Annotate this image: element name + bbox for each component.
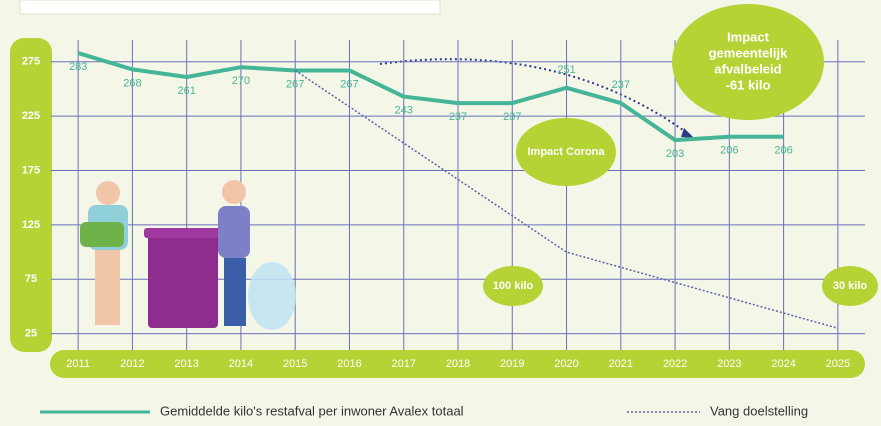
x-tick-label: 2023 bbox=[717, 358, 741, 370]
person-legs bbox=[95, 250, 120, 325]
annotation-text: 100 kilo bbox=[493, 280, 534, 292]
value-label: 251 bbox=[557, 64, 575, 76]
x-tick-label: 2017 bbox=[391, 358, 415, 370]
x-tick-label: 2024 bbox=[771, 358, 795, 370]
x-tick-label: 2011 bbox=[66, 358, 90, 370]
annotation-bubble bbox=[822, 266, 878, 306]
bin-lid bbox=[144, 228, 222, 238]
bin bbox=[148, 230, 218, 328]
value-label: 268 bbox=[123, 77, 141, 89]
x-tick-label: 2014 bbox=[229, 358, 253, 370]
x-tick-label: 2012 bbox=[120, 358, 144, 370]
x-tick-label: 2018 bbox=[446, 358, 470, 370]
value-label: 243 bbox=[395, 104, 413, 116]
annotation-text: Impact Corona bbox=[527, 146, 605, 158]
annotation-text: 30 kilo bbox=[833, 280, 868, 292]
x-tick-label: 2015 bbox=[283, 358, 307, 370]
person-head bbox=[222, 180, 246, 204]
value-label: 267 bbox=[286, 78, 304, 90]
bag bbox=[248, 262, 296, 330]
x-axis-band bbox=[50, 350, 865, 378]
person-legs bbox=[224, 258, 246, 326]
arrow-curve bbox=[379, 58, 691, 136]
y-tick-label: 275 bbox=[22, 56, 40, 68]
y-tick-label: 225 bbox=[22, 110, 40, 122]
legend-label: Gemiddelde kilo's restafval per inwoner … bbox=[160, 403, 464, 418]
y-tick-label: 25 bbox=[25, 328, 37, 340]
x-tick-label: 2013 bbox=[174, 358, 198, 370]
annotation-bubble bbox=[483, 266, 543, 306]
x-tick-label: 2021 bbox=[609, 358, 633, 370]
value-label: 283 bbox=[69, 61, 87, 73]
value-label: 206 bbox=[720, 145, 738, 157]
person-head bbox=[96, 181, 120, 205]
value-label: 206 bbox=[774, 145, 792, 157]
value-label: 237 bbox=[612, 79, 630, 91]
annotation-text: Impact bbox=[727, 29, 770, 44]
y-tick-label: 175 bbox=[22, 164, 40, 176]
value-label: 267 bbox=[340, 78, 358, 90]
value-label: 261 bbox=[177, 85, 195, 97]
data-line bbox=[77, 51, 784, 143]
arrow-head bbox=[681, 128, 694, 138]
annotation-bubble bbox=[672, 4, 824, 120]
basket bbox=[80, 222, 124, 247]
x-tick-label: 2019 bbox=[500, 358, 524, 370]
target-line bbox=[294, 69, 839, 329]
x-tick-label: 2020 bbox=[554, 358, 578, 370]
annotation-text: gemeentelijk bbox=[709, 45, 789, 60]
annotation-text: -61 kilo bbox=[726, 77, 771, 92]
value-label: 203 bbox=[666, 148, 684, 160]
value-label: 270 bbox=[232, 75, 250, 87]
x-tick-label: 2016 bbox=[337, 358, 361, 370]
value-label: 237 bbox=[503, 111, 521, 123]
annotation-text: afvalbeleid bbox=[714, 61, 781, 76]
x-tick-label: 2025 bbox=[826, 358, 850, 370]
value-label: 237 bbox=[449, 111, 467, 123]
person-body bbox=[218, 206, 250, 258]
y-tick-label: 125 bbox=[22, 219, 40, 231]
annotation-bubble bbox=[516, 118, 616, 186]
y-axis-band bbox=[10, 38, 52, 352]
x-tick-label: 2022 bbox=[663, 358, 687, 370]
y-tick-label: 75 bbox=[25, 273, 37, 285]
header-box bbox=[19, 0, 441, 15]
illustration bbox=[80, 180, 296, 330]
legend-label: Vang doelstelling bbox=[710, 403, 808, 418]
